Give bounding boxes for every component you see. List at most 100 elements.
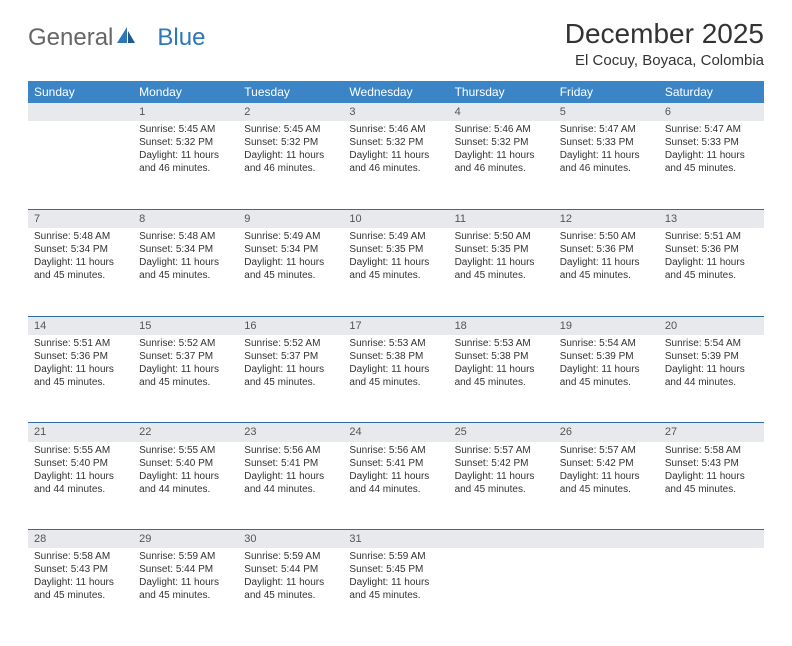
content-row: Sunrise: 5:58 AMSunset: 5:43 PMDaylight:…	[28, 548, 764, 636]
day-cell-content: Sunrise: 5:47 AMSunset: 5:33 PMDaylight:…	[554, 121, 659, 179]
sunset-line: Sunset: 5:33 PM	[665, 136, 758, 149]
daynum-row: 28293031	[28, 530, 764, 549]
daylight-line: Daylight: 11 hours and 45 minutes.	[560, 470, 653, 496]
day-cell	[659, 548, 764, 636]
logo-sail-icon	[115, 24, 137, 52]
daynum-row: 21222324252627	[28, 423, 764, 442]
day-cell-content: Sunrise: 5:56 AMSunset: 5:41 PMDaylight:…	[238, 442, 343, 500]
page-title: December 2025	[565, 18, 764, 50]
sunrise-line: Sunrise: 5:51 AM	[34, 337, 127, 350]
day-cell-content: Sunrise: 5:51 AMSunset: 5:36 PMDaylight:…	[659, 228, 764, 286]
sunset-line: Sunset: 5:34 PM	[244, 243, 337, 256]
sunrise-line: Sunrise: 5:57 AM	[455, 444, 548, 457]
sunrise-line: Sunrise: 5:47 AM	[665, 123, 758, 136]
sunset-line: Sunset: 5:42 PM	[560, 457, 653, 470]
daynum-cell: 9	[238, 209, 343, 228]
content-row: Sunrise: 5:55 AMSunset: 5:40 PMDaylight:…	[28, 442, 764, 530]
daylight-line: Daylight: 11 hours and 46 minutes.	[244, 149, 337, 175]
day-header-cell: Wednesday	[343, 81, 448, 103]
sunrise-line: Sunrise: 5:45 AM	[139, 123, 232, 136]
daylight-line: Daylight: 11 hours and 45 minutes.	[34, 576, 127, 602]
day-cell-content: Sunrise: 5:55 AMSunset: 5:40 PMDaylight:…	[133, 442, 238, 500]
day-cell-content: Sunrise: 5:54 AMSunset: 5:39 PMDaylight:…	[659, 335, 764, 393]
calendar-head: SundayMondayTuesdayWednesdayThursdayFrid…	[28, 81, 764, 103]
daynum-cell: 15	[133, 316, 238, 335]
day-cell	[554, 548, 659, 636]
day-cell-content: Sunrise: 5:55 AMSunset: 5:40 PMDaylight:…	[28, 442, 133, 500]
logo: General Blue	[28, 18, 205, 52]
daynum-cell: 20	[659, 316, 764, 335]
day-header-cell: Tuesday	[238, 81, 343, 103]
sunrise-line: Sunrise: 5:58 AM	[665, 444, 758, 457]
daylight-line: Daylight: 11 hours and 45 minutes.	[349, 363, 442, 389]
daylight-line: Daylight: 11 hours and 44 minutes.	[34, 470, 127, 496]
sunrise-line: Sunrise: 5:59 AM	[349, 550, 442, 563]
sunrise-line: Sunrise: 5:56 AM	[349, 444, 442, 457]
day-header-cell: Monday	[133, 81, 238, 103]
sunset-line: Sunset: 5:40 PM	[34, 457, 127, 470]
sunrise-line: Sunrise: 5:46 AM	[455, 123, 548, 136]
daylight-line: Daylight: 11 hours and 46 minutes.	[349, 149, 442, 175]
day-cell: Sunrise: 5:48 AMSunset: 5:34 PMDaylight:…	[28, 228, 133, 316]
day-cell	[28, 121, 133, 209]
daynum-cell: 28	[28, 530, 133, 549]
daynum-cell: 23	[238, 423, 343, 442]
daynum-cell: 2	[238, 103, 343, 121]
day-cell: Sunrise: 5:47 AMSunset: 5:33 PMDaylight:…	[554, 121, 659, 209]
sunset-line: Sunset: 5:43 PM	[34, 563, 127, 576]
sunrise-line: Sunrise: 5:52 AM	[139, 337, 232, 350]
daynum-cell: 16	[238, 316, 343, 335]
daynum-cell: 13	[659, 209, 764, 228]
header: General Blue December 2025 El Cocuy, Boy…	[28, 18, 764, 69]
day-cell-content: Sunrise: 5:49 AMSunset: 5:35 PMDaylight:…	[343, 228, 448, 286]
sunrise-line: Sunrise: 5:46 AM	[349, 123, 442, 136]
day-cell-content: Sunrise: 5:51 AMSunset: 5:36 PMDaylight:…	[28, 335, 133, 393]
daylight-line: Daylight: 11 hours and 45 minutes.	[139, 363, 232, 389]
sunset-line: Sunset: 5:39 PM	[560, 350, 653, 363]
sunset-line: Sunset: 5:36 PM	[665, 243, 758, 256]
sunset-line: Sunset: 5:37 PM	[244, 350, 337, 363]
daylight-line: Daylight: 11 hours and 45 minutes.	[455, 256, 548, 282]
day-cell: Sunrise: 5:51 AMSunset: 5:36 PMDaylight:…	[28, 335, 133, 423]
day-cell-content: Sunrise: 5:49 AMSunset: 5:34 PMDaylight:…	[238, 228, 343, 286]
daynum-row: 14151617181920	[28, 316, 764, 335]
daylight-line: Daylight: 11 hours and 45 minutes.	[455, 363, 548, 389]
day-cell-content: Sunrise: 5:56 AMSunset: 5:41 PMDaylight:…	[343, 442, 448, 500]
day-cell-content: Sunrise: 5:45 AMSunset: 5:32 PMDaylight:…	[238, 121, 343, 179]
logo-text-blue: Blue	[157, 24, 205, 52]
content-row: Sunrise: 5:51 AMSunset: 5:36 PMDaylight:…	[28, 335, 764, 423]
sunrise-line: Sunrise: 5:50 AM	[560, 230, 653, 243]
sunset-line: Sunset: 5:41 PM	[349, 457, 442, 470]
day-cell: Sunrise: 5:50 AMSunset: 5:35 PMDaylight:…	[449, 228, 554, 316]
daylight-line: Daylight: 11 hours and 44 minutes.	[349, 470, 442, 496]
daynum-cell: 1	[133, 103, 238, 121]
day-cell: Sunrise: 5:54 AMSunset: 5:39 PMDaylight:…	[659, 335, 764, 423]
day-cell: Sunrise: 5:56 AMSunset: 5:41 PMDaylight:…	[238, 442, 343, 530]
sunset-line: Sunset: 5:35 PM	[349, 243, 442, 256]
sunrise-line: Sunrise: 5:45 AM	[244, 123, 337, 136]
sunrise-line: Sunrise: 5:58 AM	[34, 550, 127, 563]
daynum-cell: 22	[133, 423, 238, 442]
day-header-cell: Sunday	[28, 81, 133, 103]
daynum-cell: 26	[554, 423, 659, 442]
calendar-body: 123456 Sunrise: 5:45 AMSunset: 5:32 PMDa…	[28, 103, 764, 636]
sunset-line: Sunset: 5:41 PM	[244, 457, 337, 470]
day-cell-content: Sunrise: 5:57 AMSunset: 5:42 PMDaylight:…	[449, 442, 554, 500]
daynum-cell: 4	[449, 103, 554, 121]
sunset-line: Sunset: 5:36 PM	[560, 243, 653, 256]
sunrise-line: Sunrise: 5:53 AM	[455, 337, 548, 350]
calendar-table: SundayMondayTuesdayWednesdayThursdayFrid…	[28, 81, 764, 636]
sunset-line: Sunset: 5:34 PM	[34, 243, 127, 256]
daynum-cell: 19	[554, 316, 659, 335]
sunset-line: Sunset: 5:38 PM	[455, 350, 548, 363]
daylight-line: Daylight: 11 hours and 45 minutes.	[34, 363, 127, 389]
sunrise-line: Sunrise: 5:55 AM	[139, 444, 232, 457]
sunset-line: Sunset: 5:35 PM	[455, 243, 548, 256]
sunset-line: Sunset: 5:32 PM	[349, 136, 442, 149]
daylight-line: Daylight: 11 hours and 45 minutes.	[349, 256, 442, 282]
daynum-cell: 8	[133, 209, 238, 228]
day-cell: Sunrise: 5:53 AMSunset: 5:38 PMDaylight:…	[343, 335, 448, 423]
daynum-cell: 7	[28, 209, 133, 228]
sunset-line: Sunset: 5:39 PM	[665, 350, 758, 363]
day-header-cell: Thursday	[449, 81, 554, 103]
